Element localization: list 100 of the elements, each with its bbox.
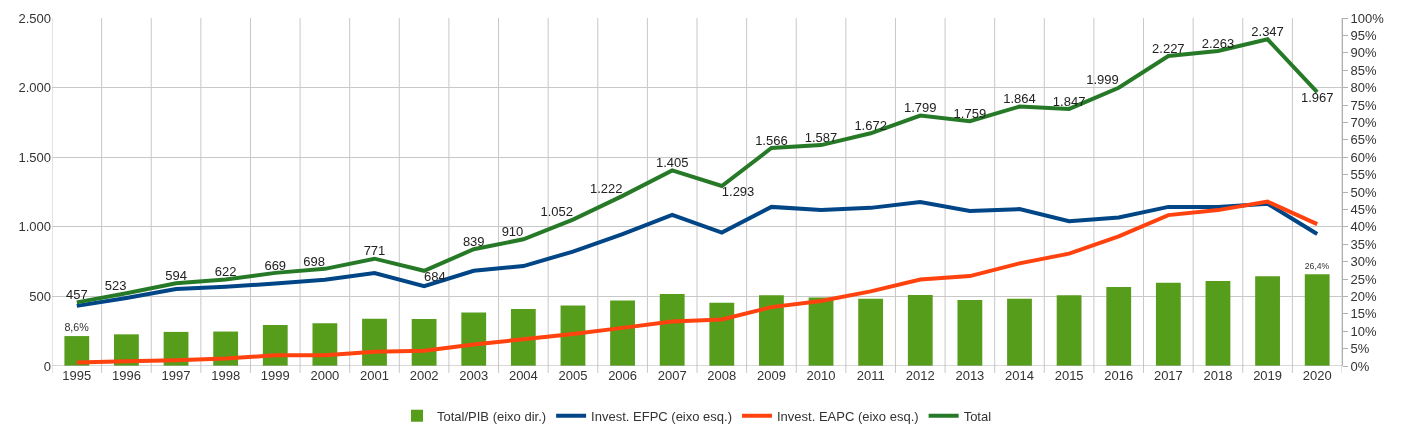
- data-label: 594: [165, 268, 187, 284]
- x-tick-label: 1998: [211, 368, 241, 383]
- bar: [759, 295, 784, 366]
- y2-tick-label: 55%: [1350, 167, 1378, 183]
- data-label: 1.759: [953, 105, 987, 121]
- x-tick-label: 2010: [806, 368, 836, 383]
- data-label: 839: [462, 233, 485, 249]
- legend-label: Invest. EFPC (eixo esq.): [591, 408, 732, 424]
- bar: [808, 297, 834, 366]
- data-label: 698: [303, 253, 325, 269]
- bar: [1155, 282, 1181, 366]
- bar: [957, 299, 983, 366]
- bar: [411, 319, 437, 366]
- data-label: 771: [363, 243, 386, 259]
- data-label: 684: [424, 268, 446, 284]
- y2-tick-label: 50%: [1350, 184, 1378, 200]
- y2-tick-label: 35%: [1350, 236, 1378, 252]
- data-label: 1.999: [1086, 72, 1119, 88]
- bar: [858, 298, 884, 366]
- bar: [461, 312, 487, 366]
- x-tick-label: 2009: [756, 368, 786, 383]
- legend-label: Total/PIB (eixo dir.): [437, 408, 547, 424]
- data-label: 1.672: [854, 118, 887, 134]
- y2-tick-label: 65%: [1350, 132, 1378, 148]
- x-tick-label: 2004: [508, 368, 538, 383]
- bar: [610, 300, 635, 366]
- x-tick-label: 2008: [707, 368, 737, 383]
- data-label: 1.405: [655, 155, 689, 171]
- x-tick-label: 2011: [856, 368, 885, 383]
- bar: [510, 308, 536, 366]
- y2-tick-label: 20%: [1350, 288, 1378, 304]
- bar: [1056, 295, 1082, 366]
- x-tick-label: 2015: [1054, 368, 1084, 383]
- data-label: 622: [214, 264, 237, 280]
- data-label: 523: [104, 277, 127, 293]
- bar: [709, 302, 735, 366]
- data-label: 1.967: [1300, 89, 1334, 105]
- x-tick-label: 1997: [161, 368, 191, 383]
- y2-tick-label: 30%: [1350, 254, 1378, 270]
- x-tick-label: 2007: [657, 368, 687, 383]
- data-label: 2.227: [1152, 40, 1185, 56]
- x-tick-label: 2013: [955, 368, 985, 383]
- y-tick-label: 0: [43, 358, 51, 374]
- x-tick-label: 2003: [459, 368, 489, 383]
- y2-tick-label: 45%: [1350, 201, 1378, 217]
- data-label: 669: [264, 257, 287, 273]
- x-tick-label: 2002: [409, 368, 439, 383]
- data-label: 1.293: [721, 183, 755, 199]
- y-tick-label: 2.500: [18, 10, 51, 26]
- x-tick-label: 1999: [260, 368, 290, 383]
- y2-tick-label: 25%: [1350, 271, 1378, 287]
- data-label: 2.263: [1201, 35, 1235, 51]
- y2-tick-label: 40%: [1350, 219, 1378, 235]
- x-tick-label: 2006: [608, 368, 638, 383]
- x-tick-label: 2005: [558, 368, 588, 383]
- data-label: 8,6%: [64, 320, 90, 333]
- y2-tick-label: 95%: [1350, 27, 1378, 43]
- bar: [1106, 287, 1132, 366]
- y2-tick-label: 100%: [1350, 10, 1385, 26]
- data-label: 1.222: [590, 180, 623, 196]
- y-tick-label: 1.500: [18, 149, 51, 165]
- y2-tick-label: 60%: [1350, 149, 1378, 165]
- y2-tick-label: 75%: [1350, 97, 1378, 113]
- bar: [1007, 298, 1032, 366]
- bar: [1255, 276, 1280, 366]
- x-tick-label: 2016: [1104, 368, 1134, 383]
- legend-label: Invest. EAPC (eixo esq.): [777, 408, 919, 424]
- y-tick-label: 1.000: [18, 219, 51, 235]
- y-tick-label: 500: [29, 288, 51, 304]
- x-tick-label: 2012: [905, 368, 935, 383]
- bar: [659, 293, 685, 366]
- x-tick-label: 2018: [1203, 368, 1233, 383]
- data-label: 1.864: [1003, 91, 1036, 107]
- data-label: 1.587: [804, 129, 838, 145]
- y2-tick-label: 85%: [1350, 62, 1378, 78]
- bar: [64, 336, 90, 366]
- y2-tick-label: 10%: [1350, 323, 1378, 339]
- bar: [1205, 281, 1231, 366]
- data-label: 1.799: [904, 100, 937, 116]
- data-label: 910: [501, 224, 524, 240]
- x-tick-label: 1995: [62, 368, 92, 383]
- data-label: 26,4%: [1304, 261, 1330, 272]
- y2-tick-label: 80%: [1350, 80, 1378, 96]
- bar: [1304, 274, 1330, 366]
- y-tick-label: 2.000: [18, 80, 51, 96]
- y2-tick-label: 0%: [1350, 358, 1370, 374]
- data-label: 2.347: [1251, 24, 1284, 40]
- data-label: 1.566: [755, 132, 788, 148]
- x-tick-label: 2001: [360, 368, 389, 383]
- x-tick-label: 2020: [1302, 368, 1332, 383]
- x-tick-label: 2019: [1253, 368, 1283, 383]
- legend-label: Total: [963, 408, 992, 424]
- data-label: 1.052: [540, 204, 573, 220]
- x-tick-label: 2000: [310, 368, 340, 383]
- bar: [907, 295, 933, 366]
- x-tick-label: 1996: [111, 368, 141, 383]
- y2-tick-label: 90%: [1350, 45, 1378, 61]
- data-label: 457: [65, 287, 88, 303]
- y2-tick-label: 5%: [1350, 341, 1370, 357]
- y2-tick-label: 15%: [1350, 306, 1378, 322]
